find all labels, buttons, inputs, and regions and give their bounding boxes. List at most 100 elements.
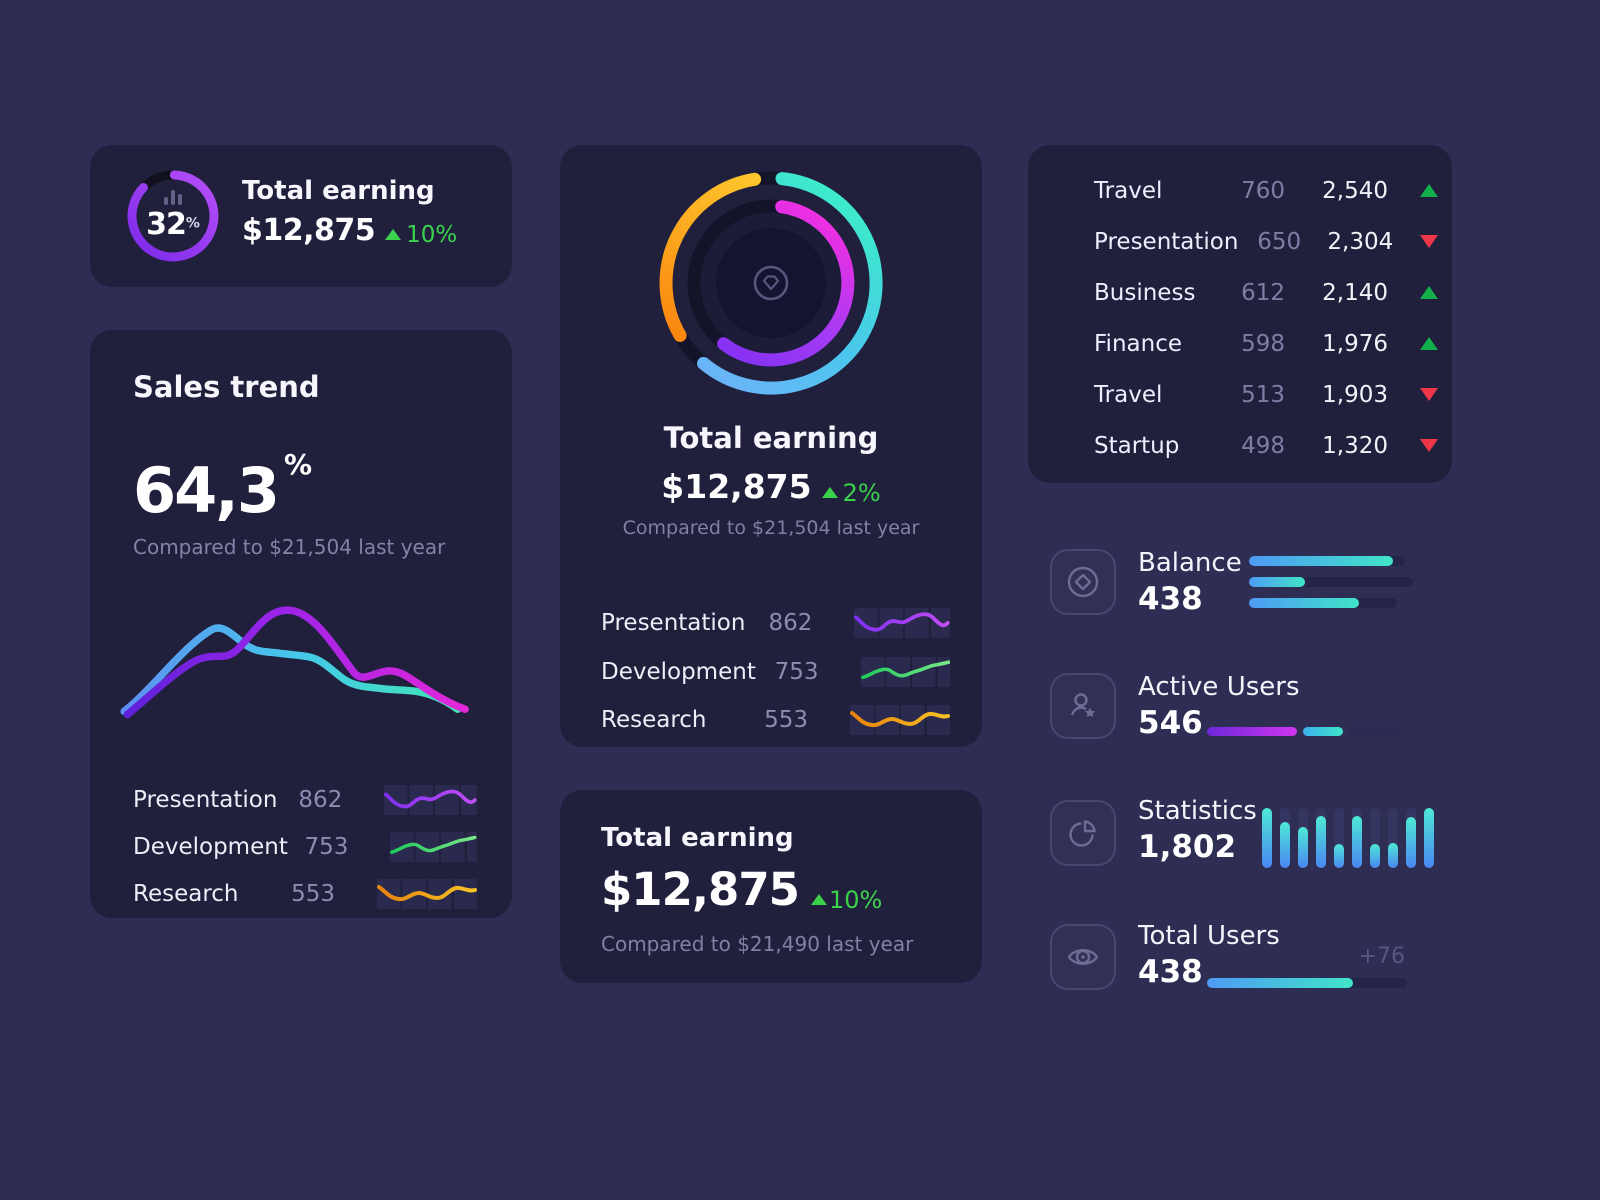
ring-segment-orange [659,172,762,342]
gauge-unit: % [185,215,200,232]
total-users-bar-fill [1207,978,1353,988]
total-users-tile [1050,924,1116,990]
trend-up-icon [385,229,402,240]
card-total-earning-small: 32% Total earning $12,875 10% [90,145,512,287]
active-users-label: Active Users [1138,672,1300,702]
statistics-bars [1262,808,1434,868]
delta-value: 2% [842,478,881,507]
total-users-bar-track [1207,978,1407,988]
legend-row: Presentation 862 [133,784,477,816]
trend-arrow-icon [1420,286,1438,299]
sparkline-green [860,657,950,687]
table-row: Travel 513 1,903 [1094,369,1438,420]
balance-bar-fill [1249,598,1359,608]
row-label: Finance [1094,330,1182,357]
legend-row: Research 553 [601,704,950,736]
row-total: 1,976 [1322,330,1388,357]
card-total-earning-ring: Total earning $12,875 2% Compared to $21… [560,145,982,747]
card-total-earning-bottom: Total earning $12,875 10% Compared to $2… [560,790,982,983]
concentric-ring-chart [659,171,883,395]
statistics-label: Statistics [1138,796,1257,826]
legend-value: 553 [291,881,335,907]
sales-trend-line-chart [120,606,469,719]
sparkline-purple [854,608,950,638]
legend-value: 553 [764,707,808,733]
total-users-label: Total Users [1138,921,1280,951]
earning-gauge: 32% [123,166,223,266]
sparkline-orange [850,705,950,735]
row-total: 1,903 [1322,381,1388,408]
table-row: Business 612 2,140 [1094,267,1438,318]
total-users-badge: +76 [1358,944,1405,969]
row-count: 612 [1241,279,1285,306]
coin-diamond-icon [1067,566,1099,598]
legend-row: Development 753 [601,656,950,688]
sales-trend-value: 64,3% [133,448,312,527]
trend-up-icon [821,487,838,498]
compare-text: Compared to $21,490 last year [601,932,914,956]
segment-cyan [1303,727,1343,736]
legend-label: Development [133,834,288,860]
user-star-icon [1070,693,1096,717]
earning-amount: $12,875 [661,467,812,506]
row-count: 498 [1241,432,1285,459]
table-row: Presentation 650 2,304 [1094,216,1438,267]
eye-icon [1067,949,1099,965]
card-title: Total earning [663,421,879,455]
trend-arrow-icon [1420,235,1438,248]
card-title: Total earning [601,823,794,853]
earning-delta: 10% [810,885,883,914]
segment-track [1349,727,1401,736]
legend-label: Research [601,707,707,733]
legend-row: Development 753 [133,831,477,863]
earning-amount: $12,875 [601,863,800,916]
card-title: Sales trend [133,370,320,404]
row-count: 650 [1257,228,1302,255]
card-sales-trend: Sales trend 64,3% Compared to $21,504 la… [90,330,512,918]
active-users-bar [1207,727,1401,736]
row-label: Business [1094,279,1196,306]
legend-label: Development [601,659,756,685]
row-label: Travel [1094,177,1163,204]
balance-bar-track [1249,598,1397,608]
earning-delta: 2% [821,478,881,507]
delta-value: 10% [828,885,883,914]
sparkline-purple [384,785,477,815]
row-count: 760 [1241,177,1285,204]
table-row: Finance 598 1,976 [1094,318,1438,369]
legend-value: 753 [304,834,349,860]
legend-label: Presentation [133,787,278,813]
percent-value: 64,3 [133,454,280,527]
legend-value: 862 [768,610,813,636]
ring-segment-purple [717,200,855,367]
gauge-ring-chart [127,170,219,262]
sparkline-orange [377,879,477,909]
legend-value: 753 [774,659,819,685]
row-total: 2,304 [1327,228,1394,255]
legend-label: Research [133,881,239,907]
trend-arrow-icon [1420,184,1438,197]
total-users-value: 438 [1138,954,1203,990]
balance-bar-fill [1249,577,1305,587]
pie-chart-icon [1069,820,1096,847]
trend-arrow-icon [1420,337,1438,350]
balance-label: Balance [1138,548,1242,578]
card-category-table: Travel 760 2,540 Presentation 650 2,304 … [1028,145,1452,483]
percent-unit: % [283,448,313,481]
balance-bar-track [1249,577,1413,587]
card-title: Total earning [242,176,435,206]
sparkline-green [390,832,477,862]
series-cyan-line [120,624,462,716]
balance-tile [1050,549,1116,615]
row-total: 1,320 [1322,432,1388,459]
earning-amount: $12,875 [242,213,376,248]
segment-purple [1207,727,1297,736]
statistics-tile [1050,800,1116,866]
active-users-value: 546 [1138,705,1203,741]
series-purple-line [123,606,469,719]
table-row: Travel 760 2,540 [1094,165,1438,216]
row-total: 2,540 [1322,177,1388,204]
gem-icon [753,265,789,301]
balance-bar-track [1249,556,1405,566]
balance-value: 438 [1138,581,1203,617]
